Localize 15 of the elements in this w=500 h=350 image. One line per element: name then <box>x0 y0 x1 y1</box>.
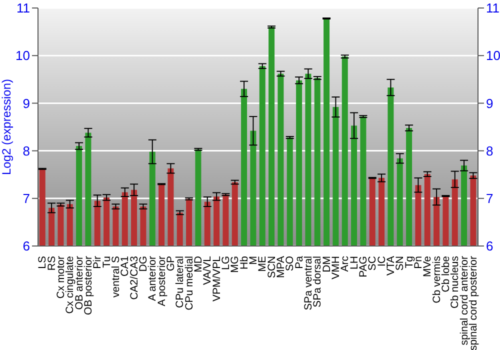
y2-tick-label: 10 <box>486 48 500 64</box>
y2-tick-label: 8 <box>486 143 494 158</box>
y-tick-label: 8 <box>22 143 30 158</box>
y-tick-label: 9 <box>22 96 30 111</box>
y2-tick-label: 6 <box>486 238 494 254</box>
x-tick-label: Cb lobe <box>440 256 452 292</box>
y2-tick-label: 9 <box>486 96 494 111</box>
y-axis-title: Log2 (expression) <box>0 78 14 176</box>
y-tick-label: 11 <box>16 0 30 16</box>
y2-tick-label: 7 <box>486 191 494 206</box>
y-tick-label: 10 <box>16 48 30 64</box>
y2-tick-label: 11 <box>486 0 500 16</box>
x-tick-label: MVe <box>422 256 434 278</box>
y-tick-label: 6 <box>22 238 30 254</box>
y-tick-label: 7 <box>22 191 30 206</box>
